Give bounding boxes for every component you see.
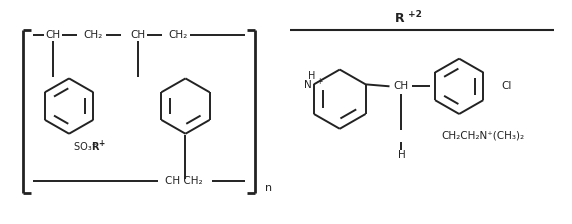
Text: +2: +2 (408, 10, 422, 19)
Text: CH₂CH₂N⁺(CH₃)₂: CH₂CH₂N⁺(CH₃)₂ (441, 131, 525, 141)
Text: +: + (316, 77, 322, 86)
Text: SO₃⁻: SO₃⁻ (74, 142, 100, 152)
Text: R: R (91, 142, 98, 152)
Text: N: N (304, 80, 312, 90)
Text: CH: CH (46, 30, 61, 40)
Text: CH₂: CH₂ (168, 30, 187, 40)
Text: n: n (265, 183, 272, 193)
Text: CH: CH (394, 81, 409, 91)
Text: H: H (398, 151, 406, 160)
Text: CH CH₂: CH CH₂ (165, 176, 202, 186)
Text: Cl: Cl (501, 81, 511, 91)
Text: H: H (308, 71, 316, 82)
Text: R: R (395, 12, 404, 25)
Text: CH: CH (130, 30, 145, 40)
Text: CH₂: CH₂ (84, 30, 102, 40)
Text: +: + (98, 139, 104, 148)
